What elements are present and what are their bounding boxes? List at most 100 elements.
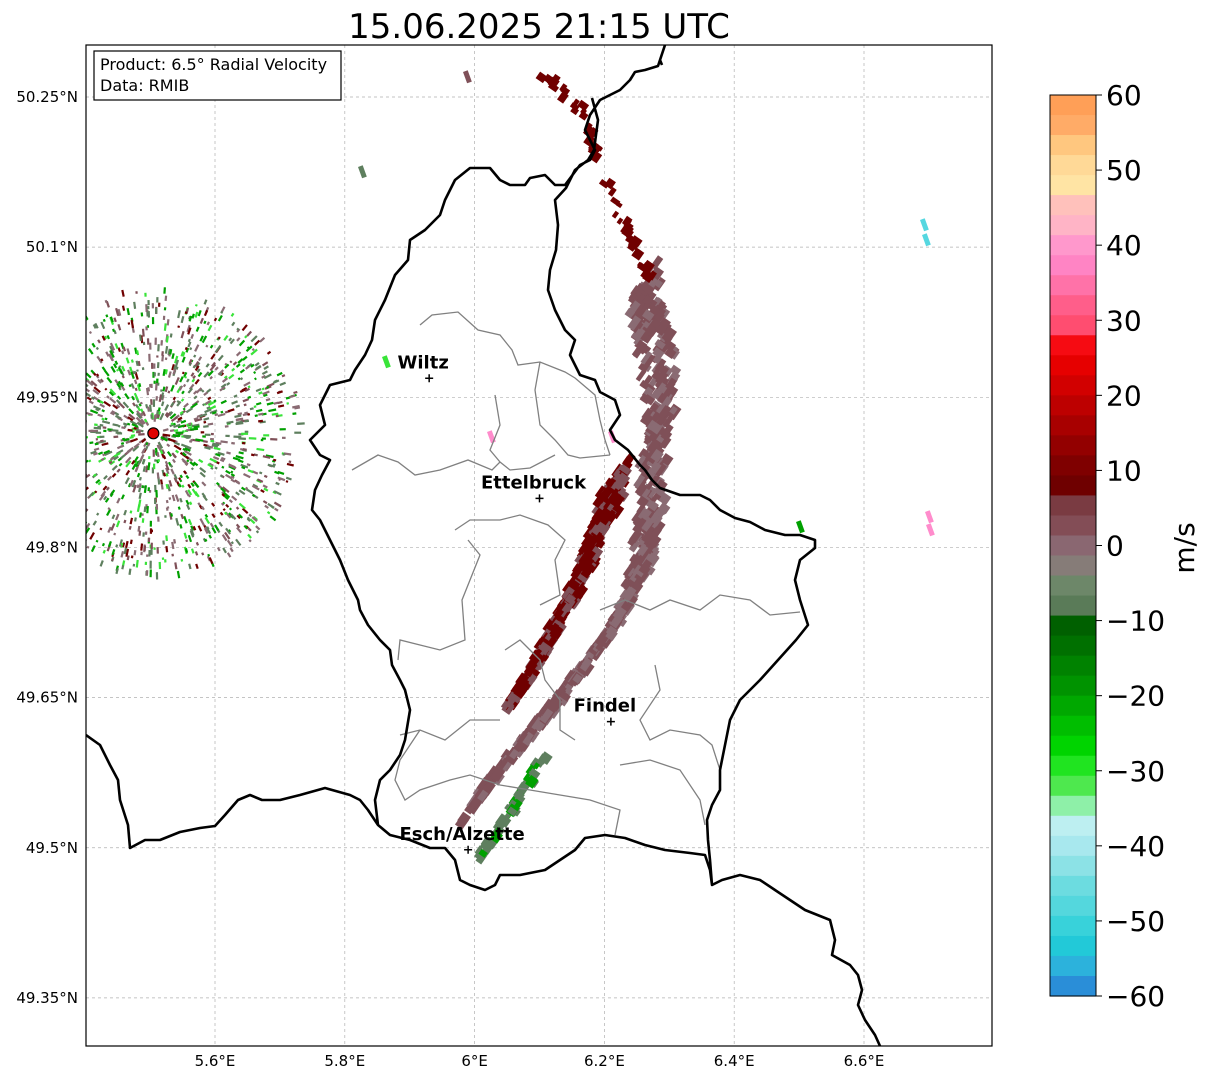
colorbar-band [1050, 415, 1096, 436]
echo-gate [88, 491, 95, 498]
echo-gate [75, 466, 77, 467]
echo-gate [130, 319, 135, 329]
echo-gate [63, 460, 69, 462]
echo-gate [247, 527, 252, 532]
echo-gate [209, 409, 218, 415]
echo-gate [570, 106, 580, 116]
echo-gate [3, 416, 10, 417]
colorbar-band [1050, 215, 1096, 236]
echo-gate [623, 586, 637, 602]
echo-gate [99, 527, 103, 531]
echo-gate [133, 550, 137, 556]
echo-gate [173, 476, 178, 483]
echo-gate [173, 444, 182, 451]
echo-gate [197, 310, 202, 317]
echo-gate [204, 400, 211, 405]
echo-gate [160, 483, 164, 490]
echo-gate [94, 322, 99, 329]
echo-gate [175, 449, 180, 454]
echo-gate [157, 407, 161, 412]
echo-gate [231, 495, 238, 502]
echo-gate [185, 474, 190, 480]
echo-gate [212, 442, 220, 447]
echo-gate [180, 419, 187, 424]
echo-gate [181, 356, 186, 363]
echo-gate [254, 362, 260, 367]
echo-gate [162, 433, 171, 437]
echo-gate [211, 444, 219, 448]
echo-gate [220, 383, 227, 389]
echo-gate [925, 523, 935, 537]
echo-gate [203, 309, 209, 317]
echo-gate [204, 513, 209, 518]
echo-gate [214, 466, 218, 470]
echo-gate [297, 422, 305, 425]
echo-gate [664, 346, 677, 359]
echo-gate [41, 408, 45, 409]
echo-gate [193, 395, 198, 400]
echo-gate [109, 397, 117, 404]
echo-gate [277, 404, 285, 408]
echo-gate [48, 341, 50, 343]
echo-gate [44, 365, 49, 368]
echo-gate [101, 417, 105, 421]
echo-gate [109, 316, 114, 323]
echo-gate [53, 508, 57, 511]
echo-gate [111, 472, 117, 478]
echo-gate [266, 510, 271, 515]
echo-gate [259, 336, 266, 343]
echo-gate [6, 398, 13, 400]
echo-gate [199, 335, 204, 342]
echo-gate [45, 370, 48, 372]
echo-gate [246, 330, 253, 337]
echo-gate [228, 373, 235, 380]
echo-gate [141, 518, 145, 523]
echo-gate [246, 517, 251, 522]
echo-gate [642, 283, 655, 296]
echo-gate [64, 324, 66, 327]
echo-gate [243, 381, 251, 387]
echo-gate [167, 390, 171, 394]
colorbar-band [1050, 295, 1096, 316]
x-tick-label: 6.4°E [714, 1052, 755, 1070]
echo-gate [127, 416, 134, 422]
echo-gate [559, 690, 571, 702]
echo-gate [112, 404, 119, 410]
info-data: Data: RMIB [100, 76, 189, 95]
echo-gate [138, 476, 142, 481]
echo-gate [631, 511, 641, 523]
echo-gate [188, 383, 195, 390]
echo-gate [204, 516, 211, 525]
echo-gate [48, 457, 51, 458]
echo-gate [106, 376, 113, 384]
y-axis-ticks: 50.25°N 50.1°N 49.95°N 49.8°N 49.65°N 49.5°N 4… [16, 88, 78, 1007]
colorbar-tick-label: 0 [1106, 530, 1124, 563]
colorbar-band [1050, 735, 1096, 757]
echo-gate [206, 445, 214, 449]
echo-gate [86, 396, 92, 401]
echo-gate [99, 400, 104, 405]
echo-gate [237, 358, 244, 364]
echo-gate [650, 526, 662, 539]
echo-gate [77, 339, 80, 343]
echo-gate [121, 564, 125, 570]
echo-gate [628, 539, 641, 553]
echo-gate [293, 390, 298, 395]
echo-gate [220, 502, 225, 506]
echo-gate [160, 401, 165, 407]
echo-gate [261, 370, 268, 376]
echo-gate [88, 331, 92, 335]
echo-gate [187, 489, 193, 496]
echo-gate [218, 521, 224, 527]
echo-gate [244, 419, 250, 423]
echo-gate [538, 751, 553, 765]
echo-gate [210, 439, 215, 443]
echo-gate [178, 385, 184, 391]
echo-gate [225, 469, 231, 475]
echo-gate [556, 91, 569, 104]
echo-gate [229, 547, 234, 553]
echo-gate [75, 523, 80, 529]
echo-gate [263, 365, 269, 370]
echo-gate [138, 487, 142, 493]
echo-gate [167, 437, 176, 443]
